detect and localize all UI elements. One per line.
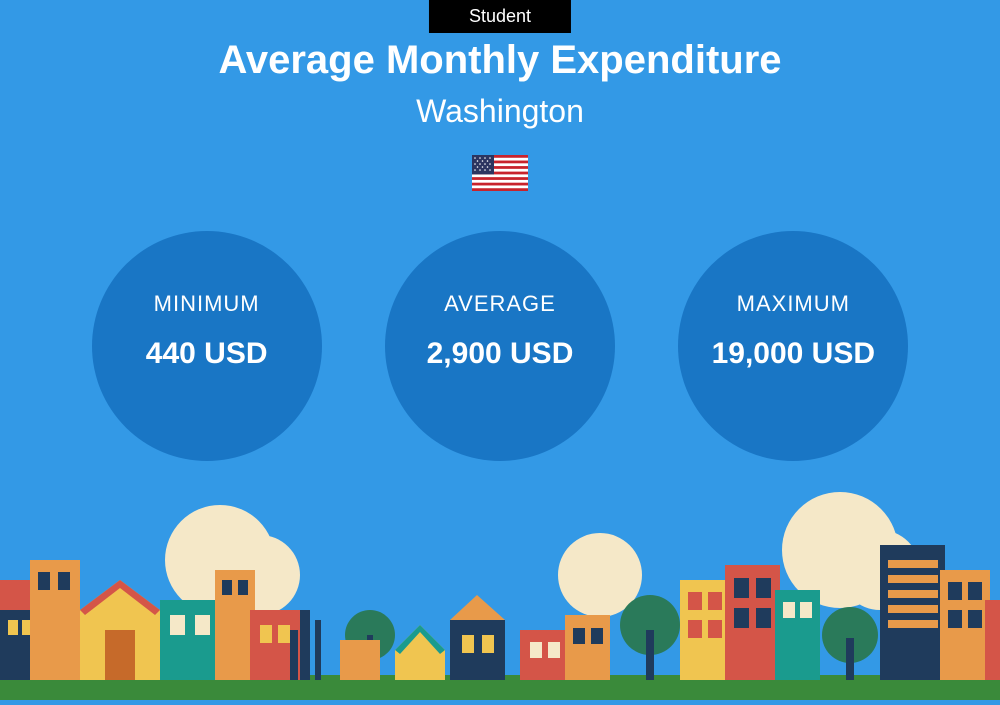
cityscape-illustration <box>0 480 1000 700</box>
average-value: 2,900 USD <box>427 337 574 371</box>
maximum-value: 19,000 USD <box>712 337 875 371</box>
badge-text: Student <box>469 6 531 26</box>
average-circle: AVERAGE 2,900 USD <box>385 231 615 461</box>
minimum-label: MINIMUM <box>154 291 260 317</box>
maximum-circle: MAXIMUM 19,000 USD <box>678 231 908 461</box>
stat-circles: MINIMUM 440 USD AVERAGE 2,900 USD MAXIMU… <box>0 231 1000 461</box>
student-badge: Student <box>429 0 571 33</box>
average-label: AVERAGE <box>444 291 556 317</box>
minimum-circle: MINIMUM 440 USD <box>92 231 322 461</box>
page-title: Average Monthly Expenditure <box>0 38 1000 83</box>
country-flag-icon <box>472 155 528 191</box>
minimum-value: 440 USD <box>146 337 268 371</box>
location-subtitle: Washington <box>0 93 1000 130</box>
maximum-label: MAXIMUM <box>737 291 850 317</box>
